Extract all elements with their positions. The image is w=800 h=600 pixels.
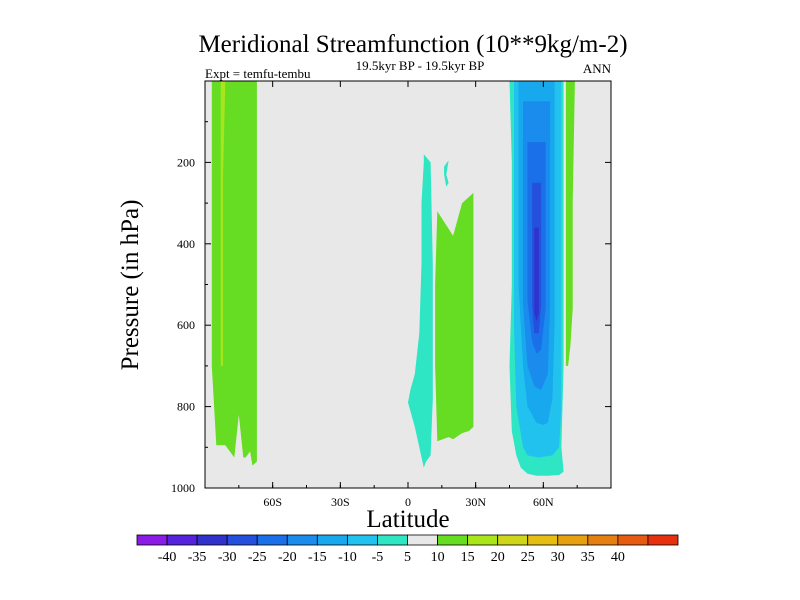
colorbar-label: 15 [461,550,475,565]
x-tick-label: 0 [405,495,411,509]
x-tick-label: 60S [263,495,282,509]
colorbar-label: 30 [551,550,565,565]
left-label: Expt = temfu-tembu [205,66,311,81]
y-tick-label: 600 [177,318,195,332]
colorbar-swatch [166,534,198,546]
colorbar-label: -20 [278,550,297,565]
contour-region-eq-negative-fleck [444,160,449,187]
contour-region-eq-positive-cell [435,192,474,442]
colorbar-label: 10 [431,550,445,565]
colorbar-swatch [557,534,589,546]
contour-region-sh-positive-cell [211,81,257,466]
y-axis-ticks: 200 400 600 800 1000 [171,121,611,495]
contour-region-nh-positive-fringe [565,81,575,366]
y-tick-label: 800 [177,400,195,414]
colorbar-label: 25 [521,550,535,565]
colorbar-swatch [226,534,258,546]
contour-region-sh-cell-core [220,81,226,366]
colorbar-labels: -40 -35 -30 -25 -20 -15 -10 -5 5 10 15 20 25 30 35 40 [158,550,625,565]
colorbar-swatch [527,534,559,546]
y-tick-label: 400 [177,237,195,251]
colorbar-swatch [617,534,649,546]
chart-title: Meridional Streamfunction (10**9kg/m-2) [198,31,627,58]
colorbar [136,534,679,546]
colorbar-swatch [467,534,499,546]
x-tick-label: 60N [533,495,554,509]
colorbar-label: -15 [308,550,327,565]
y-tick-label: 200 [177,155,195,169]
center-label: 19.5kyr BP - 19.5kyr BP [356,58,485,73]
colorbar-swatch [196,534,228,546]
colorbar-label: 35 [581,550,595,565]
colorbar-swatch [136,534,168,546]
y-tick-label: 1000 [171,481,195,495]
x-axis-label: Latitude [366,506,449,533]
colorbar-label: -25 [248,550,267,565]
contour-region-eq-negative-strip [408,154,433,468]
colorbar-label: -35 [188,550,207,565]
colorbar-swatch [256,534,288,546]
colorbar-swatch [316,534,348,546]
colorbar-label: -5 [372,550,384,565]
contour-plot-area: 60S 30S 0 30N 60N 200 400 600 800 1000 [171,80,612,509]
colorbar-swatch [497,534,529,546]
right-label: ANN [583,61,612,76]
colorbar-swatch [587,534,619,546]
colorbar-swatch [346,534,378,546]
colorbar-label: -30 [218,550,237,565]
colorbar-label: 5 [404,550,411,565]
colorbar-swatch [647,534,679,546]
colorbar-swatch [437,534,469,546]
contour-region-nh-neg-35 [534,227,539,322]
colorbar-label: 20 [491,550,505,565]
colorbar-swatch [286,534,318,546]
colorbar-label: -40 [158,550,177,565]
x-tick-label: 30S [331,495,350,509]
y-axis-label: Pressure (in hPa) [117,200,144,371]
colorbar-label: -10 [338,550,357,565]
colorbar-label: 40 [611,550,625,565]
colorbar-swatch [407,534,438,546]
x-tick-label: 30N [465,495,486,509]
colorbar-swatch [377,534,408,546]
x-axis-ticks: 60S 30S 0 30N 60N [238,81,578,509]
contour-regions [211,81,575,476]
